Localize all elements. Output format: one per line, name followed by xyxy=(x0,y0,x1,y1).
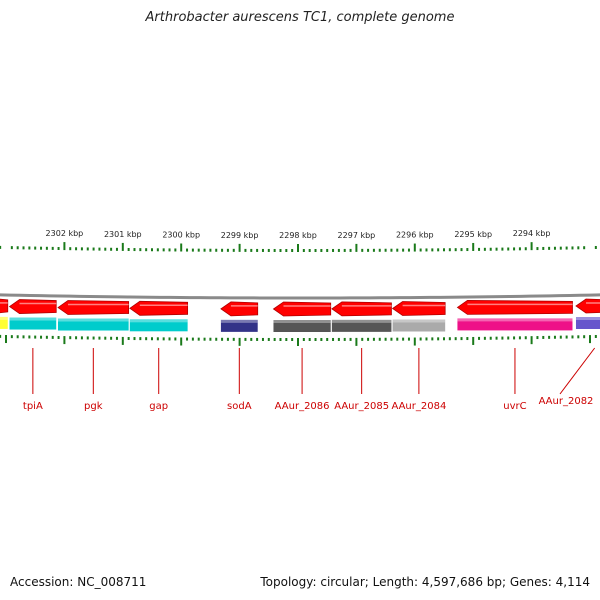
gene-block xyxy=(575,317,600,330)
gene-arrow xyxy=(57,300,130,315)
gene-block-shine xyxy=(331,319,392,323)
gene-arrow xyxy=(220,301,259,317)
inner-scale-ticks xyxy=(0,334,597,346)
genome-backbone xyxy=(0,293,600,300)
scale-tick-label: 2294 kbp xyxy=(513,229,551,238)
gene-label: AAur_2085 xyxy=(334,401,389,412)
map-title: Arthrobacter aurescens TC1, complete gen… xyxy=(145,10,455,25)
gene-block xyxy=(331,319,392,332)
gene-arrow xyxy=(575,298,600,314)
gene-block-shine xyxy=(392,319,446,323)
gene-labels: tpiA pgk gap sodA AAur_2086 AAur_2085 AAur_208… xyxy=(23,347,596,412)
gene-block-shine xyxy=(457,318,573,322)
scale-tick-label: 2295 kbp xyxy=(454,230,492,239)
gene-block xyxy=(220,319,258,332)
gene-block xyxy=(457,318,573,331)
gene-label: tpiA xyxy=(23,401,43,412)
scale-tick-label: 2298 kbp xyxy=(279,231,317,240)
gene-label-leader xyxy=(559,347,596,395)
scale-tick-label: 2296 kbp xyxy=(396,231,434,240)
gene-arrow xyxy=(272,301,332,317)
gene-arrow xyxy=(0,298,9,314)
gene-label: AAur_2084 xyxy=(391,401,446,412)
forward-strand-track xyxy=(0,298,600,317)
gene-label: gap xyxy=(149,401,168,412)
gene-block-shine xyxy=(129,319,188,323)
gene-label: AAur_2086 xyxy=(275,401,330,412)
gene-block xyxy=(129,319,188,332)
gene-block-shine xyxy=(575,317,600,321)
gene-block-shine xyxy=(57,318,129,322)
gene-arrow xyxy=(8,299,57,314)
gene-block xyxy=(273,319,331,332)
gene-label: pgk xyxy=(84,401,103,412)
accession-text: Accession: NC_008711 xyxy=(10,575,147,589)
scale-ticks: 2302 kbp 2301 kbp 2300 kbp 2299 kbp 2298 kbp… xyxy=(0,229,597,252)
gene-block xyxy=(57,318,129,331)
gene-block xyxy=(392,319,446,332)
gene-block-shine xyxy=(273,319,331,323)
gene-block-shine xyxy=(220,319,258,323)
gene-arrow xyxy=(391,301,446,316)
genome-summary-text: Topology: circular; Length: 4,597,686 bp… xyxy=(260,575,590,589)
gene-arrow xyxy=(456,300,573,315)
gene-label: uvrC xyxy=(503,401,526,412)
gene-label: sodA xyxy=(227,401,252,412)
scale-tick-label: 2297 kbp xyxy=(338,231,376,240)
scale-tick-label: 2299 kbp xyxy=(221,231,259,240)
gene-block xyxy=(0,316,8,329)
gene-arrow xyxy=(331,301,392,317)
gene-block xyxy=(9,317,57,330)
gene-arrow xyxy=(129,300,189,316)
gene-block-shine xyxy=(9,317,57,321)
scale-tick-label: 2300 kbp xyxy=(162,231,200,240)
gene-label: AAur_2082 xyxy=(539,396,594,407)
gene-track xyxy=(0,316,600,332)
gene-block-shine xyxy=(0,316,8,320)
scale-tick-label: 2302 kbp xyxy=(46,229,84,238)
scale-tick-label: 2301 kbp xyxy=(104,230,142,239)
